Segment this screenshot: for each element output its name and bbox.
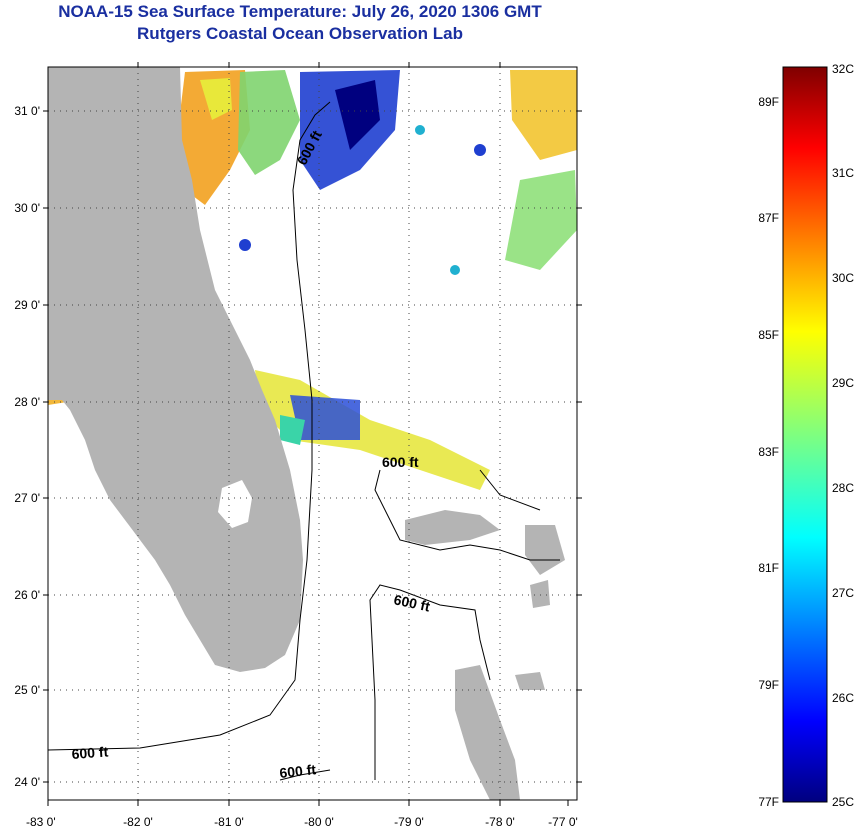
lon-label: -81 0' <box>214 815 244 829</box>
celsius-label: 25C <box>832 795 854 809</box>
celsius-label: 28C <box>832 481 854 495</box>
sst-patch-blue-small <box>239 239 251 251</box>
sst-patch-darkblue-north <box>335 80 380 150</box>
berry-islands-land <box>530 580 550 608</box>
lon-label: -78 0' <box>485 815 515 829</box>
sst-patch-green-north <box>238 70 300 175</box>
lat-label: 29 0' <box>14 298 40 312</box>
celsius-label: 32C <box>832 62 854 76</box>
temperature-colorbar: 32C 31C 30C 29C 28C 27C 26C 25C 89F 87F … <box>758 62 854 809</box>
isobath-600ft-great-bahama-bank <box>369 584 491 780</box>
map-subtitle: Rutgers Coastal Ocean Observation Lab <box>137 24 463 43</box>
new-providence-land <box>515 672 545 690</box>
lat-label: 27 0' <box>14 491 40 505</box>
isobath-600ft-east <box>479 469 541 511</box>
sst-patch-warm-nw <box>178 70 250 205</box>
fahrenheit-label: 83F <box>758 445 779 459</box>
celsius-label: 31C <box>832 166 854 180</box>
longitude-labels: -83 0' -82 0' -81 0' -80 0' -79 0' -78 0… <box>26 815 578 829</box>
lake-okeechobee <box>218 480 252 528</box>
lat-label: 28 0' <box>14 395 40 409</box>
lat-label: 24 0' <box>14 775 40 789</box>
fahrenheit-label: 81F <box>758 561 779 575</box>
map-gridlines <box>48 67 577 800</box>
colorbar-celsius-labels: 32C 31C 30C 29C 28C 27C 26C 25C <box>832 62 854 809</box>
colorbar-fahrenheit-labels: 89F 87F 85F 83F 81F 79F 77F <box>758 95 779 809</box>
celsius-label: 30C <box>832 271 854 285</box>
lon-label: -82 0' <box>123 815 153 829</box>
grand-bahama-land <box>405 510 500 545</box>
fahrenheit-label: 85F <box>758 328 779 342</box>
isobath-label-south: 600 ft <box>279 761 317 781</box>
isobath-600ft-little-bahama-bank <box>374 469 560 561</box>
fahrenheit-label: 89F <box>758 95 779 109</box>
sst-patch-cyan-small <box>450 265 460 275</box>
lat-label: 31 0' <box>14 104 40 118</box>
sst-patch-blue-small-2 <box>474 144 486 156</box>
lon-label: -83 0' <box>26 815 56 829</box>
isobath-contours <box>48 101 560 781</box>
andros-land <box>455 665 520 800</box>
isobath-600ft-south <box>279 769 331 781</box>
map-title: NOAA-15 Sea Surface Temperature: July 26… <box>58 2 542 21</box>
isobath-label-bahama-bank: 600 ft <box>392 591 431 614</box>
map-frame <box>47 66 578 801</box>
latitude-labels: 31 0' 30 0' 29 0' 28 0' 27 0' 26 0' 25 0… <box>14 104 40 789</box>
fahrenheit-label: 77F <box>758 795 779 809</box>
sst-patch-blue-straits <box>290 395 360 440</box>
celsius-label: 27C <box>832 586 854 600</box>
fahrenheit-label: 79F <box>758 678 779 692</box>
lat-label: 26 0' <box>14 588 40 602</box>
celsius-label: 29C <box>832 376 854 390</box>
sst-patch-cyan-small-2 <box>415 125 425 135</box>
lat-label: 30 0' <box>14 201 40 215</box>
map-ticks <box>43 62 582 806</box>
lon-label: -80 0' <box>304 815 334 829</box>
sst-patch-teal-straits <box>280 415 305 445</box>
sst-patch-green-ne <box>505 170 577 270</box>
isobath-600ft-florida-shelf <box>48 101 331 751</box>
lon-label: -77 0' <box>548 815 578 829</box>
celsius-label: 26C <box>832 691 854 705</box>
colorbar-gradient <box>782 66 828 803</box>
sst-patch-yellow-nw <box>200 78 232 120</box>
isobath-label-southwest: 600 ft <box>71 743 109 762</box>
lat-label: 25 0' <box>14 683 40 697</box>
fahrenheit-label: 87F <box>758 211 779 225</box>
isobath-label-straits: 600 ft <box>382 454 419 470</box>
abaco-land <box>525 525 565 575</box>
sst-patch-warm-ne <box>510 70 577 160</box>
lon-label: -79 0' <box>394 815 424 829</box>
